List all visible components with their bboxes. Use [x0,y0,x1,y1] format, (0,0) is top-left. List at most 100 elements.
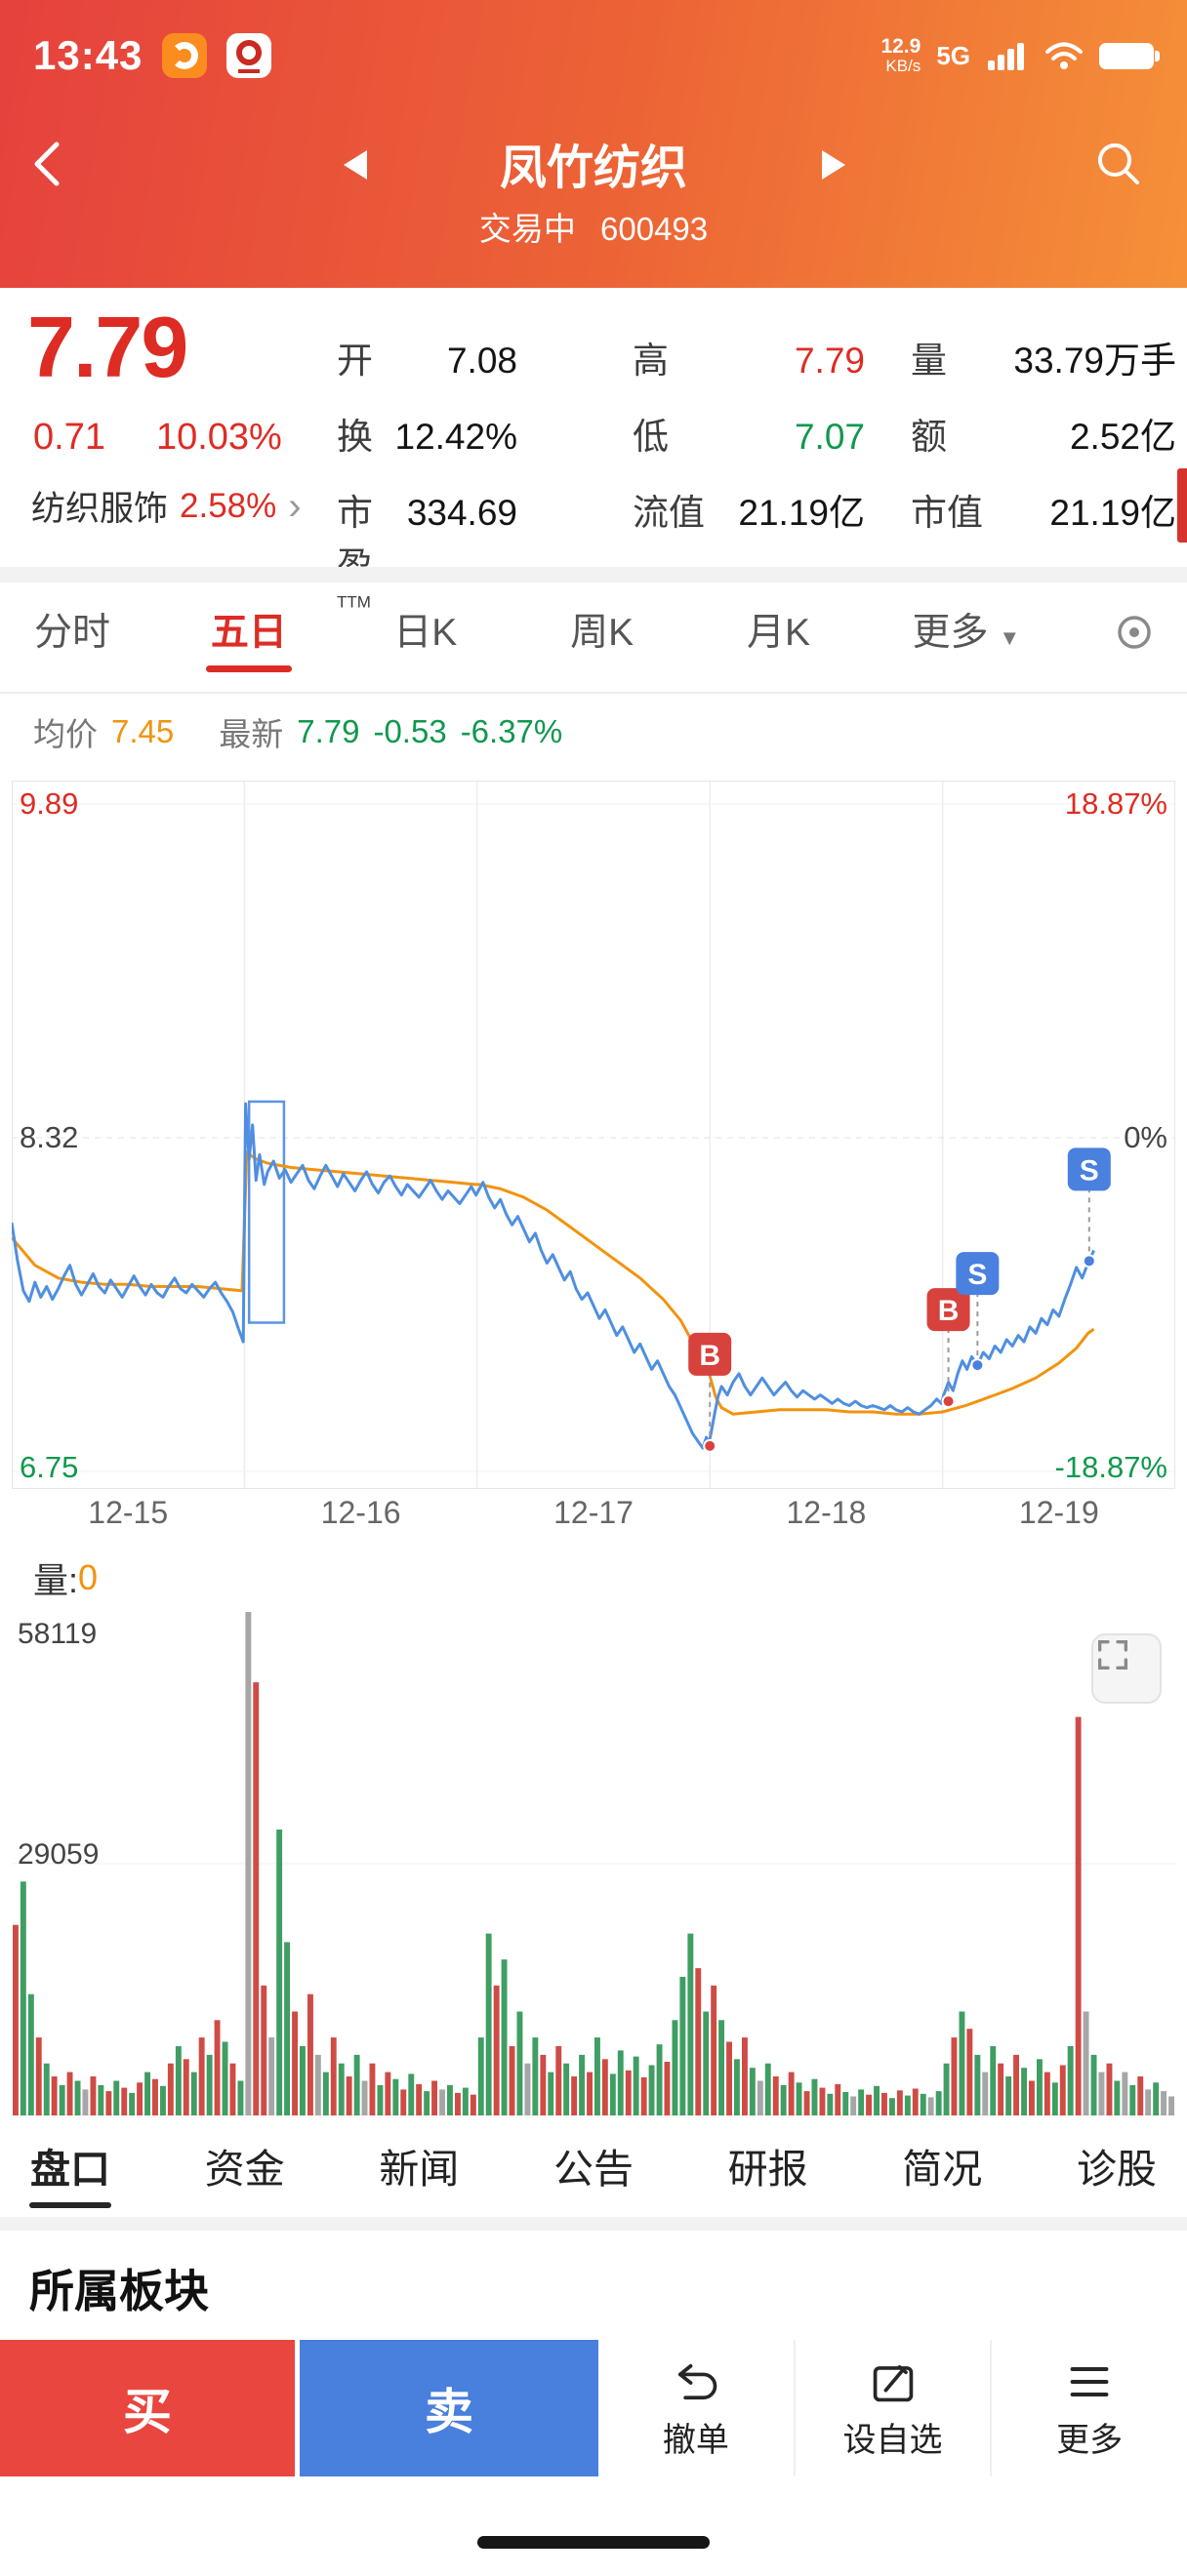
search-button[interactable] [1091,137,1146,196]
field-volume: 量 33.79万手 [911,341,1176,381]
stock-code: 600493 [600,211,709,247]
y-left-min: 6.75 [20,1450,79,1484]
x-label-day4: 12-18 [786,1495,867,1530]
chevron-right-icon: › [288,484,302,528]
last-value: 7.79 [297,713,360,749]
last-label: 最新 [219,716,284,752]
x-label-day2: 12-16 [320,1495,401,1530]
volume-label: 量: [33,1560,79,1600]
tab-intraday[interactable]: 分时 [33,612,110,654]
clock: 13:43 [33,32,143,78]
chg-value: -0.53 [373,713,447,749]
search-icon [1098,143,1139,184]
price-change: 0.71 [33,417,105,458]
tab-news[interactable]: 新闻 [379,2147,460,2192]
y-right-mid: 0% [1124,1120,1167,1154]
chart-legend: 均价 7.45 最新 7.79 -0.53 -6.37% [33,694,562,770]
section-divider [0,567,1187,583]
tab-daily-k[interactable]: 日K [393,612,458,654]
tab-diagnosis[interactable]: 诊股 [1076,2147,1157,2192]
svg-text:B: B [699,1340,720,1372]
tabs-divider [0,692,1187,694]
app-notification-icon-1 [162,33,208,78]
period-tabs: 分时 五日 日K 周K 月K 更多 ▼ [0,583,1187,692]
signal-icon [988,43,1024,70]
volume-chart-svg [12,1612,1175,2115]
field-turnover-rate: 换 12.42% [337,417,517,457]
x-label-day1: 12-15 [88,1495,169,1530]
chevron-down-icon: ▼ [999,625,1021,650]
more-actions-button[interactable]: 更多 [990,2340,1187,2476]
wifi-icon [1045,42,1083,69]
buy-button[interactable]: 买 [0,2340,295,2476]
prev-stock-icon[interactable] [344,150,367,180]
battery-icon [1099,42,1160,69]
volume-value: 0 [78,1557,99,1597]
current-price: 7.79 [27,299,188,395]
network-speed: 12.9 KB/s [880,34,921,75]
sector-pct: 2.58% [180,486,277,525]
section-divider-2 [0,2217,1187,2231]
section-title: 所属板块 [29,2266,209,2316]
stock-title: 凤竹纺织 [499,142,687,194]
sector-link[interactable]: 纺织服饰 2.58% › [31,481,302,531]
volume-chart[interactable]: 58119 29059 [12,1612,1175,2115]
x-label-day3: 12-17 [553,1495,634,1530]
x-axis-labels: 12-15 12-16 12-17 12-18 12-19 [12,1495,1175,1540]
tab-profile[interactable]: 简况 [902,2147,983,2192]
y-left-max: 9.89 [20,786,79,821]
y-right-max: 18.87% [1064,786,1167,821]
field-market-cap: 市值 21.19亿 [911,493,1176,533]
volume-y-mid: 29059 [18,1838,100,1871]
y-left-mid: 8.32 [20,1120,79,1154]
sector-name: 纺织服饰 [31,490,169,528]
expand-chart-button[interactable] [1091,1633,1162,1704]
volume-y-max: 58119 [18,1618,98,1650]
sell-button[interactable]: 卖 [300,2340,598,2476]
volume-header: 量: 0 [33,1551,98,1604]
field-high: 高 7.79 [633,341,865,381]
chg-pct-value: -6.37% [460,713,563,749]
network-type-label: 5G [936,40,970,70]
tab-funds[interactable]: 资金 [204,2147,285,2192]
action-bar: 买 卖 撤单 设自选 更多 [0,2340,1187,2476]
tab-five-day[interactable]: 五日 [205,602,292,672]
app-notification-icon-2 [226,33,272,78]
stock-subtitle: 交易中 600493 [0,203,1187,250]
pencil-square-icon [873,2364,913,2401]
price-change-pct: 10.03% [155,417,282,458]
y-right-min: -18.87% [1054,1450,1167,1484]
menu-lines-icon [1070,2366,1109,2396]
field-open: 开 7.08 [337,341,517,381]
tab-weekly-k[interactable]: 周K [570,612,634,654]
tab-order-book[interactable]: 盘口 [29,2136,111,2208]
quote-panel: 7.79 0.71 10.03% 纺织服饰 2.58% › 开 7.08 高 7.7… [0,288,1187,612]
add-watchlist-button[interactable]: 设自选 [793,2340,991,2476]
svg-text:S: S [1080,1154,1099,1187]
next-stock-icon[interactable] [822,150,845,180]
avg-value: 7.45 [111,713,175,749]
price-change-row: 0.71 10.03% [33,417,282,459]
tab-research[interactable]: 研报 [727,2147,808,2192]
tab-monthly-k[interactable]: 月K [747,612,811,654]
panel-scroll-indicator [1177,468,1187,543]
back-button[interactable] [29,139,64,194]
avg-label: 均价 [33,716,98,752]
status-bar: 13:43 12.9 KB/s 5G [0,0,1187,101]
field-float-cap: 流值 21.19亿 [633,493,865,533]
field-low: 低 7.07 [633,417,865,457]
undo-icon [677,2363,717,2399]
field-amount: 额 2.52亿 [911,417,1176,457]
svg-text:S: S [967,1259,987,1291]
tab-announcements[interactable]: 公告 [553,2147,634,2192]
title-bar: 凤竹纺织 交易中 600493 [0,101,1187,287]
cancel-order-button[interactable]: 撤单 [598,2340,794,2476]
x-label-day5: 12-19 [1018,1495,1099,1530]
detail-tabs: 盘口 资金 新闻 公告 研报 简况 诊股 [0,2127,1187,2217]
tab-more-periods[interactable]: 更多 ▼ [912,612,1021,654]
chart-settings-button[interactable] [1111,609,1158,665]
home-indicator[interactable] [477,2536,710,2549]
